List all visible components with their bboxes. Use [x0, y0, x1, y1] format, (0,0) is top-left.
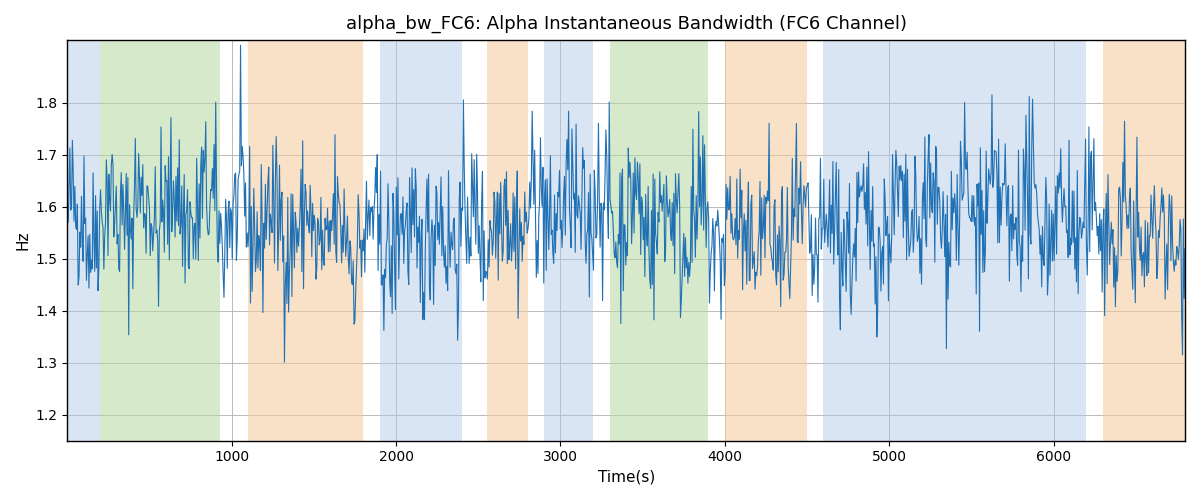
Bar [1103, 40, 1184, 440]
Bar [610, 40, 708, 440]
Bar [544, 40, 593, 440]
Bar [101, 40, 221, 440]
Bar [248, 40, 364, 440]
Bar [486, 40, 528, 440]
X-axis label: Time(s): Time(s) [598, 470, 655, 485]
Bar [823, 40, 1086, 440]
Bar [379, 40, 462, 440]
Bar [67, 40, 101, 440]
Title: alpha_bw_FC6: Alpha Instantaneous Bandwidth (FC6 Channel): alpha_bw_FC6: Alpha Instantaneous Bandwi… [346, 15, 907, 34]
Bar [725, 40, 806, 440]
Y-axis label: Hz: Hz [16, 230, 30, 250]
